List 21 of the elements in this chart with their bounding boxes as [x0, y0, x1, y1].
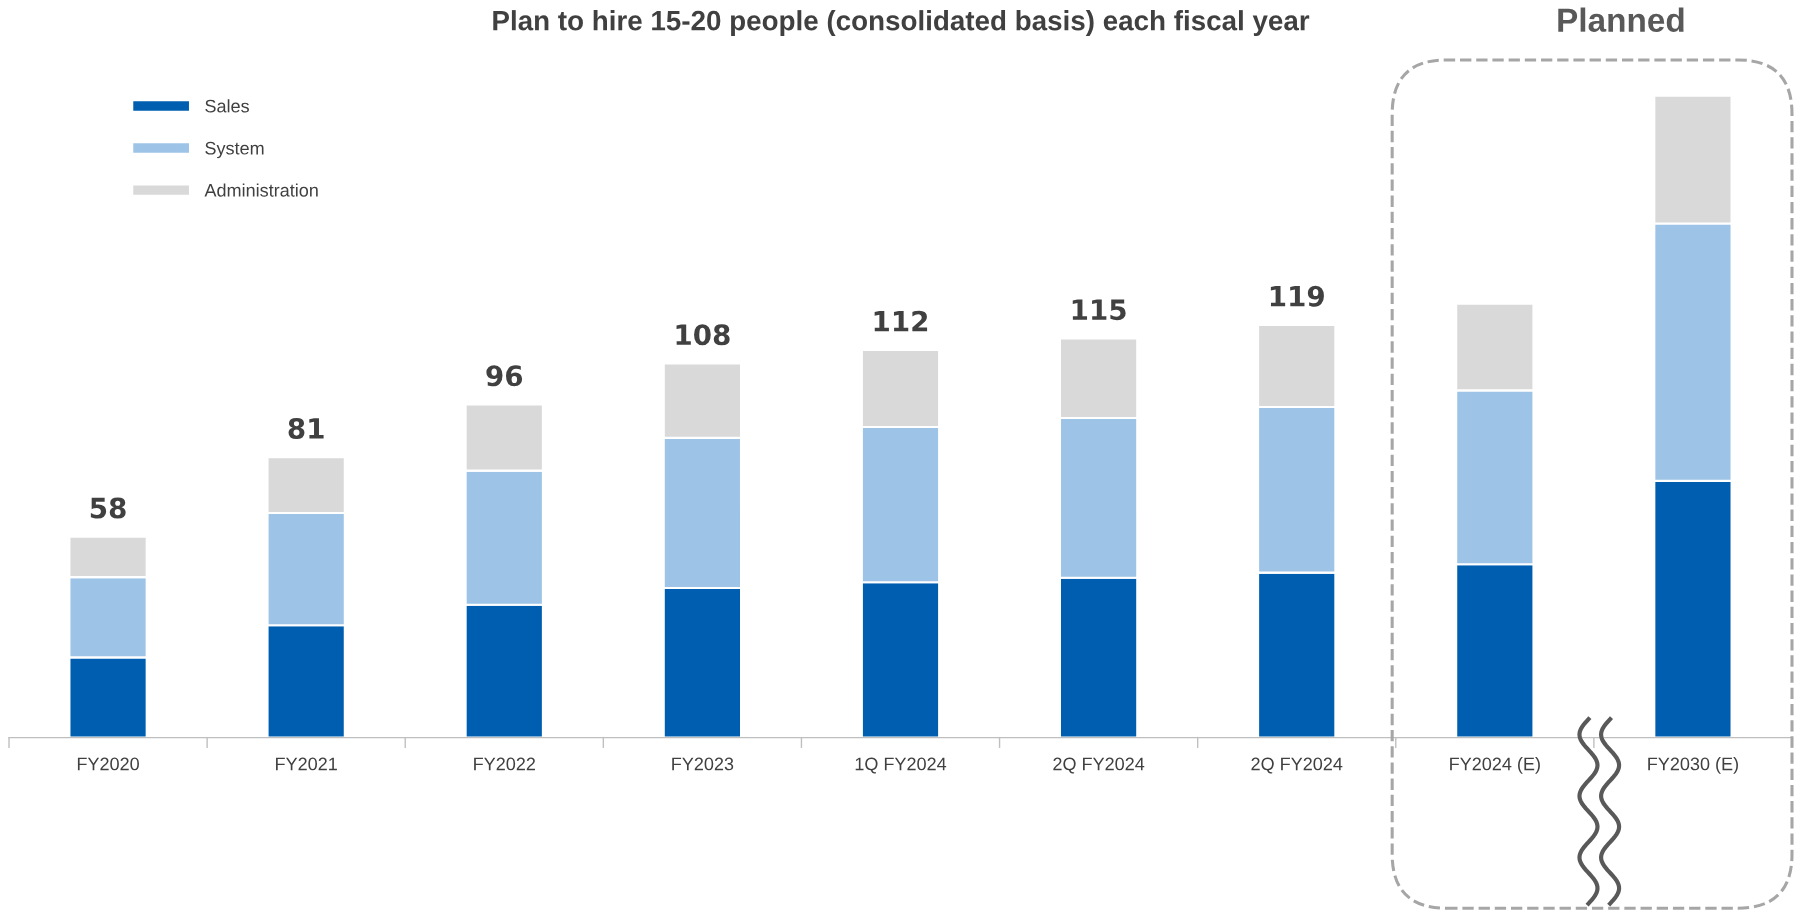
x-tick-label: FY2024 (E)	[1450, 757, 1540, 774]
x-tick-label: FY2021	[276, 757, 337, 771]
x-tick-label: FY2023	[672, 757, 734, 771]
chart-title: Plan to hire 15-20 people (consolidated basis) each fiscal year	[493, 10, 1310, 36]
annotation: 112	[874, 310, 928, 332]
legend-label: Sales	[205, 99, 249, 113]
annotation: 108	[676, 324, 730, 346]
x-tick-label: 1Q FY2024	[855, 757, 947, 774]
x-tick-label: FY2030 (E)	[1648, 757, 1738, 774]
x-tick-label: FY2020	[77, 757, 139, 771]
x-tick-label: 2Q FY2024	[1251, 757, 1343, 774]
text: Planned	[1558, 7, 1684, 32]
legend-label: Administration	[204, 183, 318, 197]
annotation: 96	[486, 365, 523, 387]
annotation: 81	[288, 417, 324, 439]
legend-label: System	[205, 141, 264, 159]
annotation: 115	[1072, 299, 1126, 321]
x-tick-label: 2Q FY2024	[1053, 757, 1145, 774]
annotation: 119	[1270, 285, 1324, 307]
x-tick-label: FY2022	[474, 757, 535, 771]
annotation: 58	[90, 497, 126, 519]
